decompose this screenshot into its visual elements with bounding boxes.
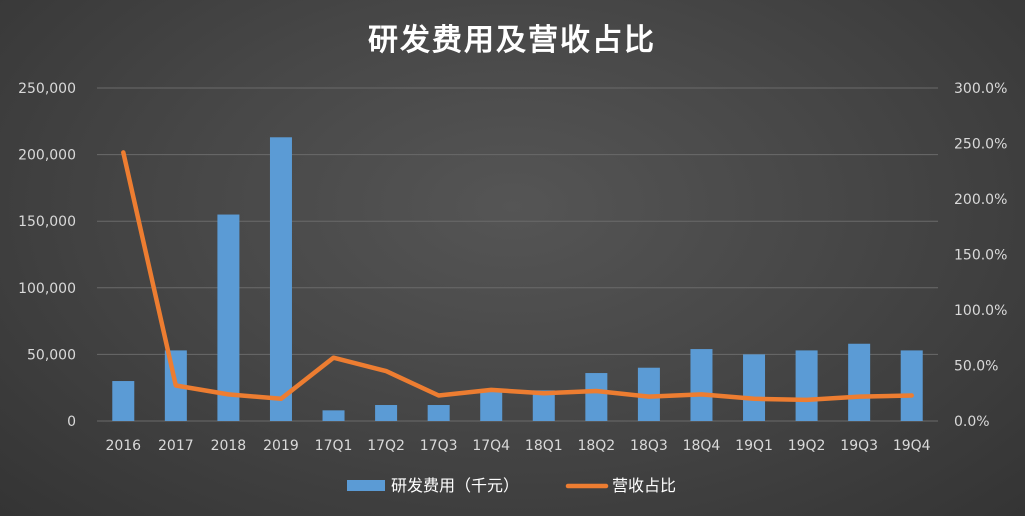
x-tick-label: 18Q3 [630,438,668,454]
bar [585,373,608,421]
x-tick-label: 2018 [211,438,247,454]
x-tick-label: 17Q1 [315,438,353,454]
bar [795,350,818,421]
x-tick-label: 18Q1 [525,438,563,454]
y-left-tick-label: 250,000 [18,81,76,97]
y-left-tick-label: 0 [67,414,76,430]
bar [900,350,923,421]
legend-swatch-bar [347,480,385,491]
left-axis-ticks: 0 50,000 100,000 150,000 200,000 250,000 [18,81,76,430]
line-series-path [121,150,914,403]
bar [217,214,240,421]
chart-title: 研发费用及营收占比 [368,23,656,58]
x-tick-label: 18Q2 [577,438,615,454]
legend: 研发费用（千元） 营收占比 [347,476,676,495]
bar [269,137,292,421]
bar [322,410,345,421]
x-tick-label: 2017 [158,438,194,454]
y-left-tick-label: 50,000 [27,347,76,363]
x-tick-label: 19Q4 [893,438,931,454]
bar-series [112,137,923,421]
x-tick-label: 19Q2 [788,438,826,454]
y-right-tick-label: 100.0% [954,303,1007,319]
y-right-tick-label: 50.0% [954,359,998,375]
x-tick-label: 19Q1 [735,438,773,454]
y-left-tick-label: 200,000 [18,148,76,164]
legend-label-line: 营收占比 [612,476,676,495]
bar [112,381,135,421]
right-axis-ticks: 0.0% 50.0% 100.0% 150.0% 200.0% 250.0% 300.0% [954,81,1007,430]
legend-label-bar: 研发费用（千元） [391,476,519,495]
y-right-tick-label: 300.0% [954,81,1007,97]
x-tick-label: 2019 [263,438,299,454]
x-tick-label: 2016 [105,438,141,454]
line-series [121,150,914,403]
y-left-tick-label: 150,000 [18,214,76,230]
x-tick-label: 17Q3 [420,438,458,454]
x-axis-ticks: 2016 2017 2018 2019 17Q1 17Q2 17Q3 17Q4 18Q1 18Q2… [105,438,930,454]
x-tick-label: 17Q4 [472,438,510,454]
x-tick-label: 19Q3 [840,438,878,454]
bar [375,405,398,421]
bar [690,349,713,421]
x-tick-label: 18Q4 [683,438,721,454]
x-tick-label: 17Q2 [367,438,405,454]
y-right-tick-label: 0.0% [954,414,990,430]
bar [480,390,503,421]
bar [848,343,871,421]
bar [743,354,766,421]
y-right-tick-label: 150.0% [954,248,1007,264]
y-left-tick-label: 100,000 [18,281,76,297]
y-right-tick-label: 200.0% [954,192,1007,208]
bar [532,390,555,421]
y-right-tick-label: 250.0% [954,137,1007,153]
bar [427,405,450,421]
